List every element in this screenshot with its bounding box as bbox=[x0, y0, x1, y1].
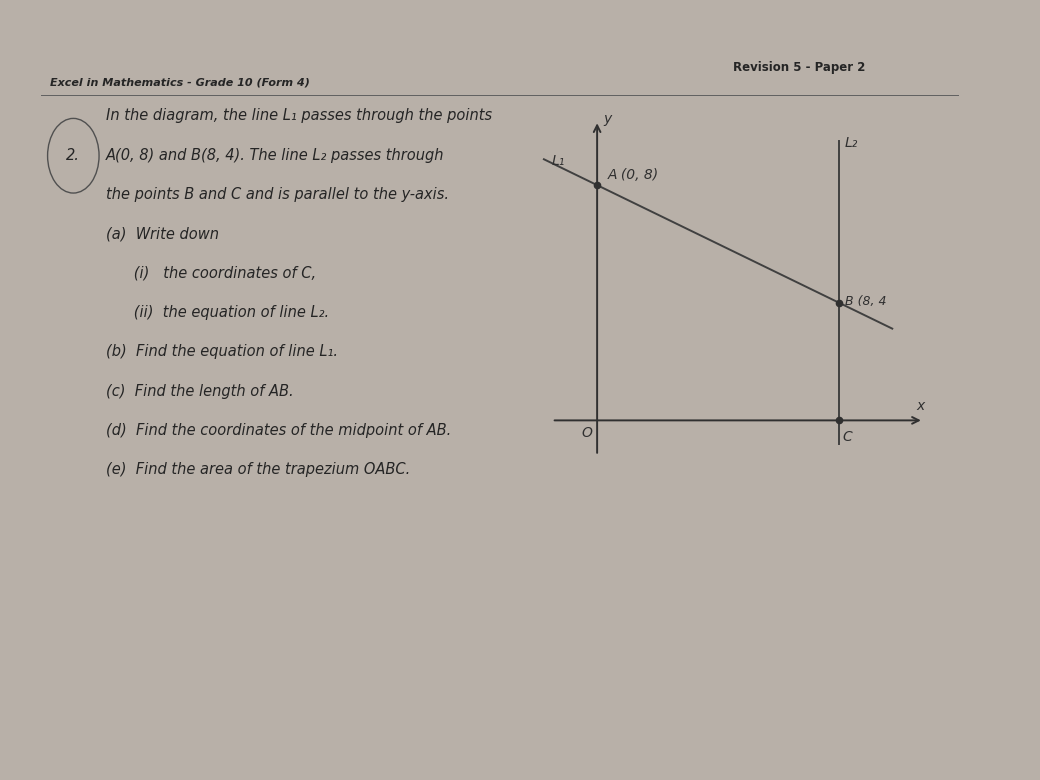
Text: the points B and C and is parallel to the y-axis.: the points B and C and is parallel to th… bbox=[106, 187, 449, 202]
Text: O: O bbox=[581, 426, 592, 440]
Text: (i)   the coordinates of C,: (i) the coordinates of C, bbox=[106, 266, 316, 281]
Text: C: C bbox=[842, 430, 852, 444]
Text: In the diagram, the line L₁ passes through the points: In the diagram, the line L₁ passes throu… bbox=[106, 108, 492, 123]
Text: (d)  Find the coordinates of the midpoint of AB.: (d) Find the coordinates of the midpoint… bbox=[106, 423, 451, 438]
Text: B (8, 4: B (8, 4 bbox=[846, 295, 886, 308]
Text: (e)  Find the area of the trapezium OABC.: (e) Find the area of the trapezium OABC. bbox=[106, 463, 411, 477]
Text: 2.: 2. bbox=[67, 148, 80, 163]
Text: L₂: L₂ bbox=[846, 136, 858, 150]
Text: (b)  Find the equation of line L₁.: (b) Find the equation of line L₁. bbox=[106, 345, 338, 360]
Text: A (0, 8): A (0, 8) bbox=[607, 168, 658, 183]
Text: (c)  Find the length of AB.: (c) Find the length of AB. bbox=[106, 384, 293, 399]
Text: Excel in Mathematics - Grade 10 (Form 4): Excel in Mathematics - Grade 10 (Form 4) bbox=[50, 78, 310, 88]
Text: L₁: L₁ bbox=[552, 154, 565, 168]
Text: (a)  Write down: (a) Write down bbox=[106, 226, 219, 241]
Text: y: y bbox=[603, 112, 612, 126]
Text: Revision 5 - Paper 2: Revision 5 - Paper 2 bbox=[733, 62, 865, 74]
Text: (ii)  the equation of line L₂.: (ii) the equation of line L₂. bbox=[106, 305, 330, 320]
Text: A(0, 8) and B(8, 4). The line L₂ passes through: A(0, 8) and B(8, 4). The line L₂ passes … bbox=[106, 147, 444, 162]
Text: x: x bbox=[916, 399, 925, 413]
